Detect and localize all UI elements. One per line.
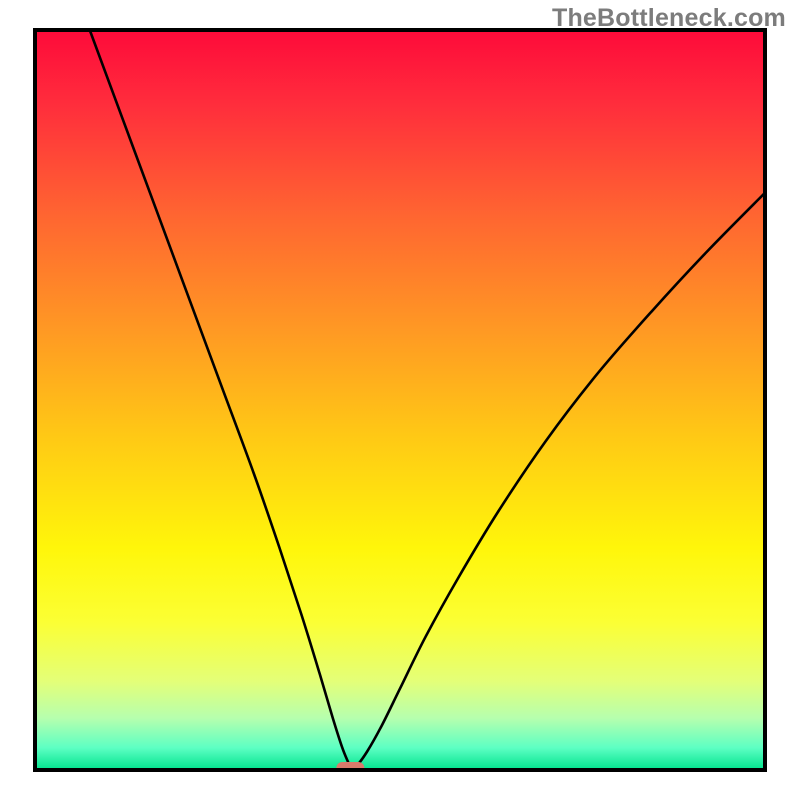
bottleneck-chart: TheBottleneck.com [0,0,800,800]
watermark-text: TheBottleneck.com [552,4,786,33]
chart-background-gradient [35,30,765,770]
chart-canvas [0,0,800,800]
